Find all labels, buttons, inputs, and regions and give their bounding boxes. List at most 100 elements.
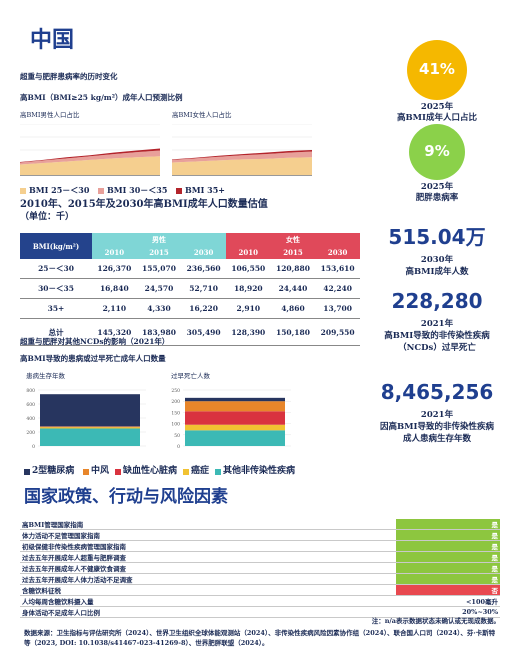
legend-swatch bbox=[115, 469, 121, 475]
table-row: 35+ 2,110 4,330 16,220 2,910 4,860 13,700 bbox=[20, 298, 360, 319]
legend-swatch bbox=[183, 469, 189, 475]
stat-circle bbox=[407, 40, 467, 100]
table-cell: 是 bbox=[396, 573, 500, 585]
table-cell: 是 bbox=[396, 529, 500, 541]
policy-row: 过去五年开展成年人不健康饮食调查是 bbox=[20, 562, 500, 574]
legend-swatch bbox=[176, 188, 182, 194]
policy-row: 含糖饮料征税否 bbox=[20, 584, 500, 596]
area-chart bbox=[20, 124, 160, 176]
table-cell: 体力活动不足管理国家指南 bbox=[20, 529, 396, 541]
table-row: BMI(kg/m²) 男性 女性 bbox=[20, 233, 360, 259]
figure-label: 2021年 bbox=[420, 410, 454, 420]
table-cell: 2010 bbox=[92, 246, 137, 259]
bar-segment bbox=[185, 401, 285, 412]
area bbox=[172, 151, 312, 163]
y-tick-label: 200 bbox=[171, 399, 180, 405]
figure-label: 高BMI成年人数 bbox=[405, 267, 469, 277]
chart-label: 过早死亡人数 bbox=[171, 372, 210, 380]
table-cell: 是 bbox=[396, 519, 500, 530]
y-tick-label: 150 bbox=[171, 410, 180, 416]
policy-row: 身体活动不足成年人口比例 20%~30% bbox=[20, 606, 500, 618]
section-title: 超重与肥胖患病率的历时变化 bbox=[20, 72, 118, 81]
table-cell: 人均每周含糖饮料摄入量 bbox=[20, 595, 396, 607]
table-cell: 是 bbox=[396, 562, 500, 574]
y-tick-label: 600 bbox=[26, 402, 35, 408]
table-title: 2010年、2015年及2030年高BMI成年人口数量估值 bbox=[20, 199, 268, 210]
table-cell: 4,860 bbox=[270, 298, 316, 319]
table-cell: 35+ bbox=[20, 298, 92, 319]
legend-label: 中风 bbox=[91, 466, 110, 476]
legend-label: BMI 35+ bbox=[185, 185, 225, 195]
table-cell: 女性 bbox=[225, 233, 360, 246]
table-row: 25－＜30 126,370 155,070 236,560 106,550 120,88… bbox=[20, 259, 360, 279]
estimate-table: BMI(kg/m²) 男性 女性 2010 2015 2030 2010 2015 2030 25… bbox=[20, 233, 360, 346]
y-tick-label: 800 bbox=[26, 388, 35, 394]
stat-label: 肥胖患病率 bbox=[415, 193, 459, 203]
legend-swatch bbox=[24, 469, 30, 475]
note: 注：n/a表示数据状态未确认或无现成数据。 bbox=[371, 617, 500, 625]
section-title: 超重与肥胖对其他NCDs的影响（2021年） bbox=[20, 337, 170, 346]
table-row: 30－＜35 16,840 24,570 52,710 18,920 24,440 42,2… bbox=[20, 278, 360, 299]
stat-year: 2025年 bbox=[420, 102, 454, 112]
legend-label: BMI 30－＜35 bbox=[107, 185, 168, 195]
table-cell: 150,180 bbox=[270, 318, 316, 346]
table-cell: 2030 bbox=[315, 246, 360, 259]
table-cell: 155,070 bbox=[136, 259, 182, 279]
figure-label: 高BMI导致的非传染性疾病 bbox=[384, 331, 490, 341]
table-cell: 是 bbox=[396, 551, 500, 563]
bar-segment bbox=[40, 394, 140, 427]
table-cell: 20%~30% bbox=[396, 606, 500, 618]
figure-label: 2030年 bbox=[420, 255, 454, 265]
table-cell: 126,370 bbox=[92, 259, 137, 279]
table-cell: 183,980 bbox=[136, 318, 182, 346]
bar-segment bbox=[40, 427, 140, 429]
bar-segment bbox=[185, 430, 285, 446]
y-tick-label: 100 bbox=[171, 422, 180, 428]
policy-row: 过去五年开展成年人超重与肥胖调查是 bbox=[20, 551, 500, 563]
table-cell: 过去五年开展成年人体力活动不足调查 bbox=[20, 573, 396, 585]
table-cell: 145,320 bbox=[92, 318, 137, 346]
table-row: 2010 2015 2030 2010 2015 2030 bbox=[20, 246, 360, 259]
y-tick-label: 250 bbox=[171, 388, 180, 394]
table-cell: 13,700 bbox=[315, 298, 360, 319]
table-cell: 52,710 bbox=[181, 278, 226, 299]
figure-value: 8,465,256 bbox=[380, 380, 494, 404]
y-tick-label: 0 bbox=[177, 444, 180, 450]
table-cell: 128,390 bbox=[225, 318, 271, 346]
chart-label: 患病生存年数 bbox=[26, 372, 65, 380]
table-cell: 过去五年开展成年人不健康饮食调查 bbox=[20, 562, 396, 574]
table-cell: 24,570 bbox=[136, 278, 182, 299]
table-cell: 120,880 bbox=[270, 259, 316, 279]
table-cell: 含糖饮料征税 bbox=[20, 584, 396, 596]
table-row: 总计 145,320 183,980 305,490 128,390 150,180 209… bbox=[20, 318, 360, 346]
table-cell: 16,840 bbox=[92, 278, 137, 299]
policy-row: 人均每周含糖饮料摄入量 <100毫升 bbox=[20, 595, 500, 607]
y-tick-label: 50 bbox=[174, 433, 180, 439]
table-cell: 153,610 bbox=[315, 259, 360, 279]
stat-label: 高BMI成年人口占比 bbox=[396, 113, 478, 123]
legend-label: BMI 25－＜30 bbox=[29, 185, 90, 195]
policy-row: 高BMI管理国家指南是 bbox=[20, 519, 500, 530]
area-chart bbox=[172, 124, 312, 176]
bar-segment bbox=[40, 428, 140, 446]
table-cell: 16,220 bbox=[181, 298, 226, 319]
stat-year: 2025年 bbox=[420, 182, 454, 192]
area bbox=[172, 157, 312, 176]
legend-swatch bbox=[83, 469, 89, 475]
table-cell: 24,440 bbox=[270, 278, 316, 299]
section-subtitle: 高BMI导致的患病或过早死亡成年人口数量 bbox=[20, 354, 166, 363]
table-cell: 18,920 bbox=[225, 278, 271, 299]
y-tick-label: 200 bbox=[26, 430, 35, 436]
stat-circle bbox=[409, 124, 465, 180]
area bbox=[172, 150, 312, 160]
legend-label: 癌症 bbox=[191, 466, 210, 476]
policy-table: 高BMI管理国家指南是体力活动不足管理国家指南是初级保健非传染性疾病管理国家指南… bbox=[20, 519, 500, 618]
table-cell: 否 bbox=[396, 584, 500, 596]
figure-label: 2021年 bbox=[420, 319, 454, 329]
table-cell: 236,560 bbox=[181, 259, 226, 279]
source: 数据来源：卫生指标与评估研究所（2024）、世界卫生组织全球体能观测站（2024… bbox=[24, 629, 496, 647]
table-cell: <100毫升 bbox=[396, 595, 500, 607]
table-cell: 30－＜35 bbox=[20, 278, 92, 299]
